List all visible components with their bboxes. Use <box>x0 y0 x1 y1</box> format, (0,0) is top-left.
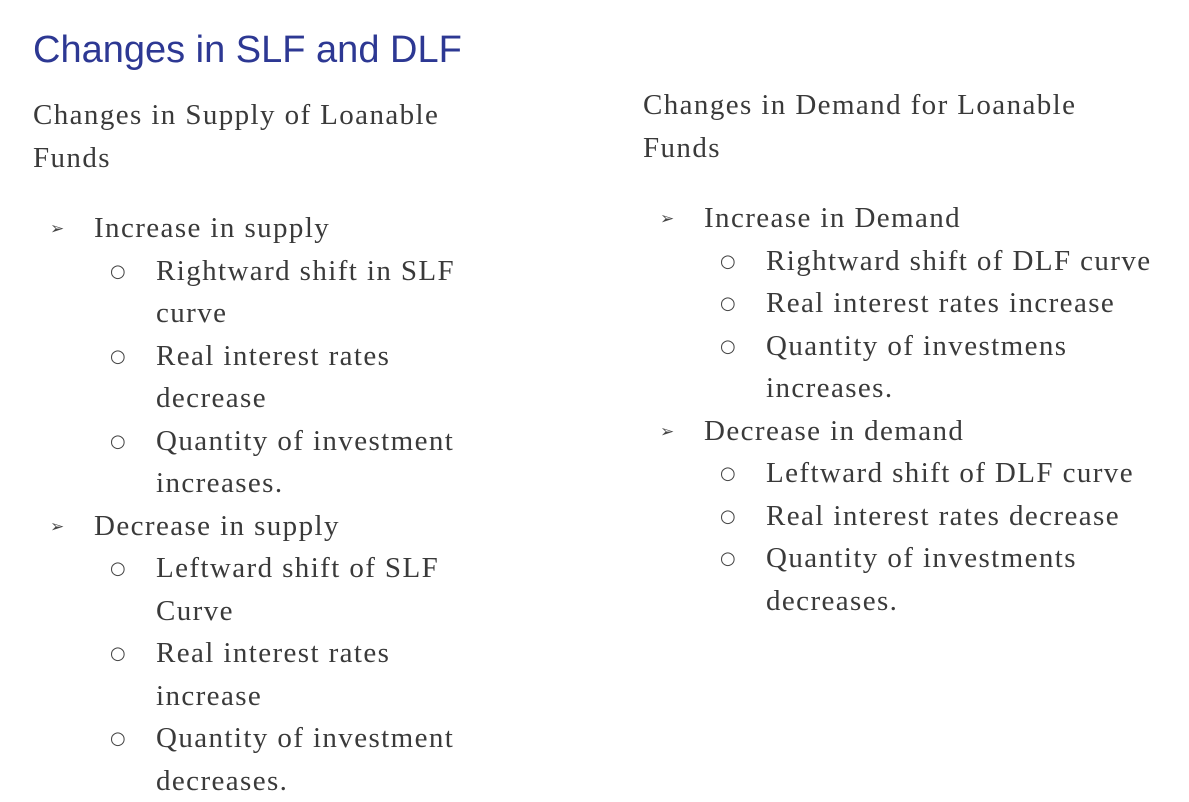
demand-list: ➢ Increase in Demand ○ Rightward shift o… <box>643 197 1163 622</box>
sub-item-text: Rightward shift in SLF curve <box>156 250 486 335</box>
sub-list-item: ○ Real interest rates increase <box>704 282 1163 325</box>
sub-item-text: Quantity of investments decreases. <box>766 537 1163 622</box>
circle-bullet-icon: ○ <box>720 453 737 496</box>
circle-bullet-icon: ○ <box>720 283 737 326</box>
demand-decrease-item: ➢ Decrease in demand ○ Leftward shift of… <box>643 410 1163 623</box>
sub-item-text: Real interest rates increase <box>766 282 1115 325</box>
circle-bullet-icon: ○ <box>720 241 737 284</box>
sub-list-item: ○ Quantity of investmens increases. <box>704 325 1163 410</box>
sub-list-item: ○ Quantity of investment decreases. <box>94 717 593 802</box>
circle-bullet-icon: ○ <box>110 421 127 464</box>
list-item-label: Decrease in demand <box>704 415 964 447</box>
sub-list: ○ Rightward shift of DLF curve ○ Real in… <box>704 240 1163 410</box>
sub-list-item: ○ Real interest rates decrease <box>94 335 593 420</box>
sub-list: ○ Leftward shift of SLF Curve ○ Real int… <box>94 547 593 802</box>
supply-increase-item: ➢ Increase in supply ○ Rightward shift i… <box>33 207 593 505</box>
sub-item-text: Leftward shift of DLF curve <box>766 452 1134 495</box>
slide-title: Changes in SLF and DLF <box>33 24 462 76</box>
supply-list: ➢ Increase in supply ○ Rightward shift i… <box>33 207 593 802</box>
demand-heading: Changes in Demand for Loanable Funds <box>643 84 1113 169</box>
sub-list-item: ○ Real interest rates increase <box>94 632 593 717</box>
sub-item-text: Quantity of investment increases. <box>156 420 486 505</box>
sub-list-item: ○ Leftward shift of DLF curve <box>704 452 1163 495</box>
circle-bullet-icon: ○ <box>110 718 127 761</box>
sub-list-item: ○ Rightward shift in SLF curve <box>94 250 593 335</box>
circle-bullet-icon: ○ <box>720 538 737 581</box>
list-item-label: Increase in Demand <box>704 202 961 234</box>
sub-list-item: ○ Quantity of investments decreases. <box>704 537 1163 622</box>
arrow-bullet-icon: ➢ <box>660 198 676 241</box>
circle-bullet-icon: ○ <box>110 251 127 294</box>
circle-bullet-icon: ○ <box>720 496 737 539</box>
sub-list-item: ○ Leftward shift of SLF Curve <box>94 547 593 632</box>
sub-list-item: ○ Quantity of investment increases. <box>94 420 593 505</box>
list-item-label: Increase in supply <box>94 212 330 244</box>
demand-column: Changes in Demand for Loanable Funds ➢ I… <box>643 84 1163 622</box>
supply-decrease-item: ➢ Decrease in supply ○ Leftward shift of… <box>33 505 593 802</box>
demand-increase-item: ➢ Increase in Demand ○ Rightward shift o… <box>643 197 1163 410</box>
circle-bullet-icon: ○ <box>110 548 127 591</box>
sub-item-text: Leftward shift of SLF Curve <box>156 547 486 632</box>
sub-list-item: ○ Real interest rates decrease <box>704 495 1163 538</box>
sub-item-text: Rightward shift of DLF curve <box>766 240 1152 283</box>
sub-item-text: Quantity of investment decreases. <box>156 717 486 802</box>
list-item-label: Decrease in supply <box>94 510 340 542</box>
sub-list: ○ Leftward shift of DLF curve ○ Real int… <box>704 452 1163 622</box>
circle-bullet-icon: ○ <box>110 633 127 676</box>
sub-item-text: Real interest rates decrease <box>156 335 486 420</box>
circle-bullet-icon: ○ <box>110 336 127 379</box>
supply-heading: Changes in Supply of Loanable Funds <box>33 94 473 179</box>
supply-column: Changes in Supply of Loanable Funds ➢ In… <box>33 94 593 802</box>
sub-item-text: Real interest rates decrease <box>766 495 1120 538</box>
sub-item-text: Quantity of investmens increases. <box>766 325 1163 410</box>
arrow-bullet-icon: ➢ <box>50 506 66 549</box>
arrow-bullet-icon: ➢ <box>660 411 676 454</box>
sub-list: ○ Rightward shift in SLF curve ○ Real in… <box>94 250 593 505</box>
sub-list-item: ○ Rightward shift of DLF curve <box>704 240 1163 283</box>
arrow-bullet-icon: ➢ <box>50 208 66 251</box>
sub-item-text: Real interest rates increase <box>156 632 486 717</box>
circle-bullet-icon: ○ <box>720 326 737 369</box>
